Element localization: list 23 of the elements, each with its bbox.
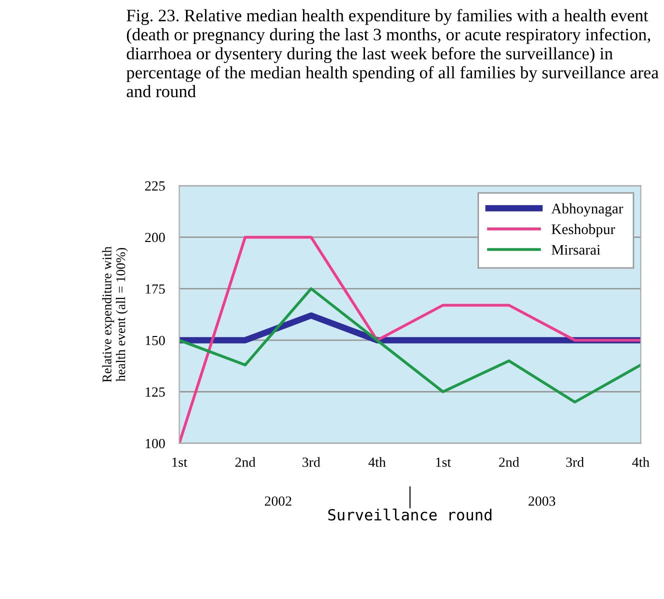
x-tick-label: 3rd bbox=[566, 457, 584, 467]
y-tick-label: 150 bbox=[146, 336, 165, 346]
legend-label: Keshobpur bbox=[552, 224, 616, 238]
line-series bbox=[179, 287, 641, 404]
x-tick-label: 1st bbox=[172, 458, 188, 467]
x-tick-label: 4th bbox=[632, 457, 650, 467]
x-axis-title: Surveillance round bbox=[328, 508, 492, 521]
x-tick-label: 4th bbox=[368, 457, 386, 467]
x-tick-label: 2nd bbox=[235, 457, 256, 467]
x-tick-label: 3rd bbox=[302, 457, 320, 467]
legend-label: Abhoynagar bbox=[551, 203, 624, 217]
y-tick-label: 175 bbox=[146, 284, 165, 294]
y-tick-label: 125 bbox=[146, 387, 165, 397]
y-tick-label: 200 bbox=[145, 232, 165, 242]
legend-label: Mirsarai bbox=[552, 244, 600, 255]
text: 2002 bbox=[264, 496, 292, 506]
y-tick-label: 100 bbox=[146, 438, 165, 448]
text: 2003 bbox=[528, 496, 556, 506]
chart-title: Fig. 23. Relative median health expenditure by families with a health event (death or pregnancy during the last 3 months, or acute respiratory infection, diarrhoea or dysentery during the last week before the surveillance) in percentage of the median health spending of all families by surveillance area and round bbox=[126, 8, 659, 98]
y-tick-label: 225 bbox=[145, 181, 165, 191]
y-axis-title: Relative expenditure with health event (all = 100%) bbox=[102, 246, 128, 382]
x-tick-label: 1st bbox=[436, 458, 452, 467]
x-tick-label: 2nd bbox=[499, 457, 520, 467]
